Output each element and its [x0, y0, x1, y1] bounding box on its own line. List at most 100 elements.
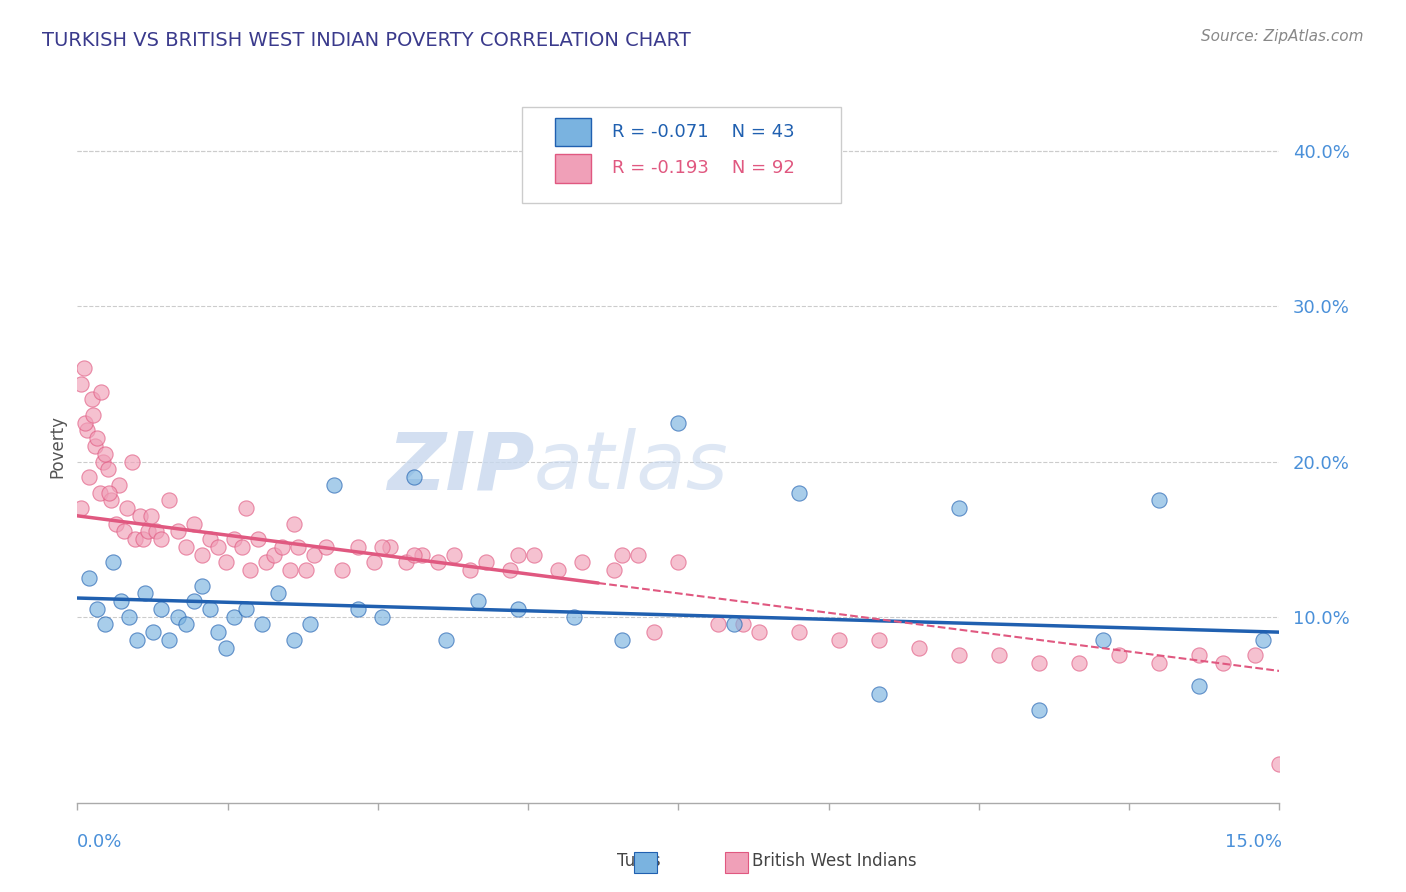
Point [267, 586, 290, 600]
Text: R = -0.193    N = 92: R = -0.193 N = 92 [612, 160, 796, 178]
Point [612, 632, 634, 647]
Text: ZIP: ZIP [387, 428, 534, 507]
Point [787, 485, 810, 500]
Point [1188, 680, 1211, 694]
Point [475, 555, 498, 569]
Point [467, 594, 489, 608]
Point [150, 532, 173, 546]
Y-axis label: Poverty: Poverty [48, 415, 66, 477]
Point [603, 563, 626, 577]
Point [1188, 648, 1211, 663]
Point [828, 632, 851, 647]
Text: Turks: Turks [617, 852, 661, 870]
Point [139, 508, 162, 523]
Point [668, 555, 690, 569]
Point [427, 555, 450, 569]
Point [278, 563, 301, 577]
Text: 15.0%: 15.0% [1225, 833, 1282, 851]
Point [330, 563, 353, 577]
Point [159, 493, 181, 508]
Point [643, 625, 665, 640]
Point [347, 540, 370, 554]
Point [104, 516, 127, 531]
Point [315, 540, 337, 554]
Point [283, 516, 305, 531]
Point [222, 532, 245, 546]
Point [190, 579, 212, 593]
Point [98, 485, 121, 500]
Point [1212, 656, 1234, 670]
Point [132, 532, 155, 546]
Point [612, 548, 634, 562]
Point [90, 384, 112, 399]
FancyBboxPatch shape [554, 118, 591, 146]
Point [458, 563, 481, 577]
Point [214, 555, 236, 569]
Point [1028, 656, 1050, 670]
Point [1253, 632, 1275, 647]
Point [118, 609, 141, 624]
Point [707, 617, 730, 632]
Point [70, 501, 93, 516]
Point [523, 548, 546, 562]
Point [302, 548, 325, 562]
Point [166, 524, 188, 539]
Point [1028, 703, 1050, 717]
Point [150, 602, 173, 616]
Point [79, 470, 101, 484]
Point [283, 632, 305, 647]
Point [70, 376, 93, 391]
FancyBboxPatch shape [522, 107, 841, 203]
Point [298, 617, 321, 632]
Point [1149, 493, 1171, 508]
Point [142, 625, 165, 640]
Point [97, 462, 120, 476]
Point [79, 571, 101, 585]
Point [411, 548, 433, 562]
Point [103, 555, 125, 569]
Text: atlas: atlas [534, 428, 728, 507]
Point [108, 477, 131, 491]
Point [1092, 632, 1115, 647]
Point [508, 548, 530, 562]
Point [787, 625, 810, 640]
Point [207, 625, 229, 640]
Point [731, 617, 754, 632]
Point [94, 617, 117, 632]
Point [263, 548, 285, 562]
Point [668, 416, 690, 430]
Point [73, 361, 96, 376]
Point [246, 532, 269, 546]
Point [547, 563, 569, 577]
Point [166, 609, 188, 624]
Point [100, 493, 122, 508]
Text: 0.0%: 0.0% [77, 833, 122, 851]
Point [134, 586, 156, 600]
Point [270, 540, 292, 554]
Point [86, 431, 108, 445]
Point [1268, 757, 1291, 772]
Point [110, 594, 132, 608]
Point [174, 540, 197, 554]
Point [434, 632, 457, 647]
Point [112, 524, 135, 539]
Text: R = -0.071    N = 43: R = -0.071 N = 43 [612, 123, 794, 141]
Point [1244, 648, 1267, 663]
Text: British West Indians: British West Indians [752, 852, 917, 870]
Point [868, 687, 890, 701]
Point [136, 524, 159, 539]
Point [84, 439, 107, 453]
Point [145, 524, 167, 539]
Point [627, 548, 650, 562]
Point [214, 640, 236, 655]
Point [91, 454, 114, 468]
Point [371, 609, 394, 624]
Point [190, 548, 212, 562]
Point [1108, 648, 1130, 663]
Point [82, 408, 104, 422]
Point [231, 540, 253, 554]
Point [571, 555, 593, 569]
Point [239, 563, 262, 577]
Point [183, 516, 205, 531]
FancyBboxPatch shape [554, 154, 591, 183]
